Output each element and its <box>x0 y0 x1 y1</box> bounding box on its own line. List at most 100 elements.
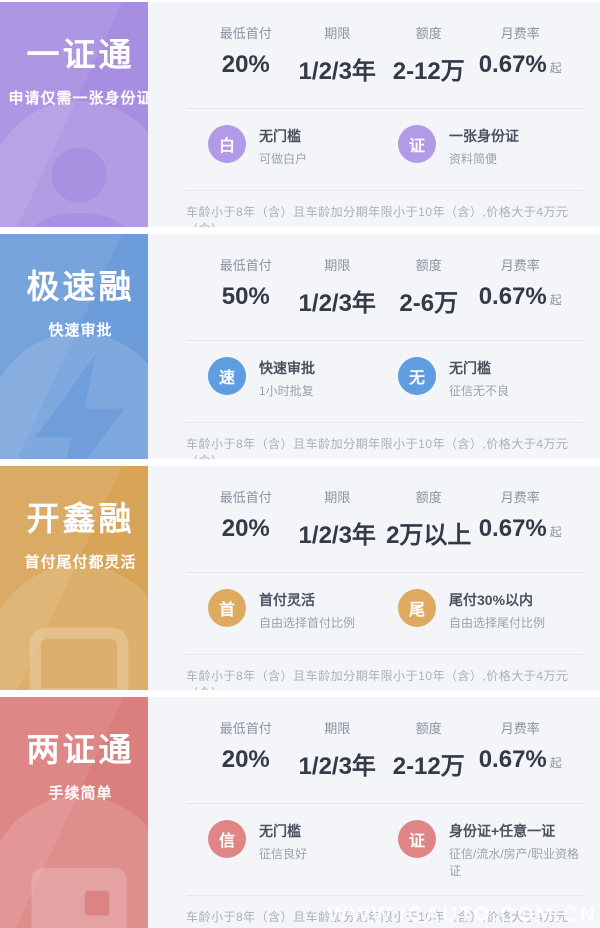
stat-label: 额度 <box>415 721 442 736</box>
divider <box>186 340 583 341</box>
stat-value: 0.67% 起 <box>478 51 562 78</box>
stat-label: 额度 <box>415 26 442 41</box>
feature-title: 无门槛 <box>259 128 301 144</box>
idcard-icon <box>0 792 161 928</box>
stat-label: 月费率 <box>500 490 540 505</box>
stats-row: 最低首付 20% 期限 1/2/3年 额度 2万以上 月费率 0.67% 起 <box>148 466 600 550</box>
site-watermark: WWW.ICAUTO.COM.CN <box>327 903 597 926</box>
stat-term: 期限 1/2/3年 <box>292 255 384 318</box>
product-panel: 一证通 申请仅需一张身份证 <box>0 2 161 227</box>
stat-label: 期限 <box>324 26 351 41</box>
feature-title: 尾付30%以内 <box>449 592 534 608</box>
feature-item: 证 一张身份证 资料简便 <box>398 125 588 168</box>
product-details: 最低首付 20% 期限 1/2/3年 额度 2-12万 月费率 0.67% 起 信… <box>148 697 600 928</box>
feature-item: 证 身份证+任意一证 征信/流水/房产/职业资格证 <box>398 820 588 881</box>
stat-label: 期限 <box>324 258 351 273</box>
product-title: 开鑫融 <box>26 500 135 537</box>
stat-value: 2-12万 <box>392 58 465 85</box>
stat-label: 最低首付 <box>219 258 272 273</box>
eligibility-note: 车龄小于8年（含）且车龄加分期年限小于10年（含）,价格大于4万元（含） <box>186 909 569 928</box>
stat-label: 额度 <box>415 258 442 273</box>
stat-label: 期限 <box>324 490 351 505</box>
stat-value: 2万以上 <box>386 522 472 549</box>
stat-value: 1/2/3年 <box>298 290 376 317</box>
product-panel: 极速融 快速审批 <box>0 234 161 459</box>
feature-item: 信 无门槛 征信良好 <box>208 820 398 881</box>
stat-rate: 月费率 0.67% 起 <box>475 23 567 86</box>
divider <box>186 894 583 896</box>
product-card[interactable]: 一证通 申请仅需一张身份证 最低首付 20% 期限 1/2/3年 额度 2-12… <box>0 2 600 227</box>
feature-desc: 征信/流水/房产/职业资格证 <box>449 847 580 879</box>
stat-value: 0.67% 起 <box>478 746 562 773</box>
stat-amount: 额度 2-12万 <box>383 23 475 86</box>
stat-label: 期限 <box>324 721 351 736</box>
stat-label: 最低首付 <box>219 26 272 41</box>
rate-suffix: 起 <box>549 61 562 75</box>
divider <box>186 190 583 192</box>
stat-term: 期限 1/2/3年 <box>292 487 384 550</box>
feature-desc: 征信无不良 <box>449 384 510 398</box>
product-title: 极速融 <box>26 268 135 305</box>
stat-label: 最低首付 <box>219 490 272 505</box>
user-icon <box>0 97 161 227</box>
product-card[interactable]: 极速融 快速审批 最低首付 50% 期限 1/2/3年 额度 2-6万 月费率 … <box>0 234 600 459</box>
feature-badge: 尾 <box>398 589 436 627</box>
features-row: 首 首付灵活 自由选择首付比例 尾 尾付30%以内 自由选择尾付比例 <box>148 573 600 632</box>
feature-desc: 自由选择首付比例 <box>259 616 356 630</box>
stat-downpayment: 最低首付 20% <box>200 23 292 86</box>
product-title: 两证通 <box>26 731 135 768</box>
product-card[interactable]: 开鑫融 首付尾付都灵活 最低首付 20% 期限 1/2/3年 额度 2万以上 月… <box>0 466 600 690</box>
product-subtitle: 快速审批 <box>48 322 113 339</box>
divider <box>186 803 583 804</box>
stat-amount: 额度 2-12万 <box>383 718 475 781</box>
stat-label: 月费率 <box>500 258 540 273</box>
eligibility-note: 车龄小于8年（含）且车龄加分期年限小于10年（含）,价格大于4万元（含） <box>186 205 569 227</box>
stat-value: 20% <box>221 746 270 773</box>
stat-value: 1/2/3年 <box>298 522 376 549</box>
stat-label: 额度 <box>415 490 442 505</box>
feature-item: 尾 尾付30%以内 自由选择尾付比例 <box>398 589 588 632</box>
product-subtitle: 手续简单 <box>48 785 113 802</box>
features-row: 速 快速审批 1小时批复 无 无门槛 征信无不良 <box>148 341 600 400</box>
eligibility-note: 车龄小于8年（含）且车龄加分期年限小于10年（含）,价格大于4万元（含） <box>186 437 569 459</box>
feature-desc: 资料简便 <box>449 152 498 166</box>
stat-downpayment: 最低首付 20% <box>200 487 292 550</box>
rate-suffix: 起 <box>549 756 562 770</box>
stat-value: 2-6万 <box>399 290 459 317</box>
product-panel: 两证通 手续简单 <box>0 697 161 928</box>
stat-amount: 额度 2-6万 <box>383 255 475 318</box>
stats-row: 最低首付 50% 期限 1/2/3年 额度 2-6万 月费率 0.67% 起 <box>148 234 600 318</box>
feature-title: 首付灵活 <box>259 592 315 608</box>
stat-value: 0.67% 起 <box>478 515 562 542</box>
product-subtitle: 首付尾付都灵活 <box>24 554 137 571</box>
features-row: 信 无门槛 征信良好 证 身份证+任意一证 征信/流水/房产/职业资格证 <box>148 804 600 881</box>
rate-suffix: 起 <box>549 293 562 307</box>
bank-icon <box>0 561 161 690</box>
stat-value: 50% <box>221 283 270 310</box>
stats-row: 最低首付 20% 期限 1/2/3年 额度 2-12万 月费率 0.67% 起 <box>148 2 600 86</box>
stats-row: 最低首付 20% 期限 1/2/3年 额度 2-12万 月费率 0.67% 起 <box>148 697 600 781</box>
divider <box>186 572 583 573</box>
feature-badge: 速 <box>208 357 246 395</box>
stat-label: 最低首付 <box>219 721 272 736</box>
feature-desc: 可做白户 <box>259 152 308 166</box>
feature-desc: 征信良好 <box>259 847 308 861</box>
feature-badge: 证 <box>398 820 436 858</box>
feature-title: 身份证+任意一证 <box>449 823 556 839</box>
rate-suffix: 起 <box>549 525 562 539</box>
feature-badge: 白 <box>208 125 246 163</box>
stat-label: 月费率 <box>500 721 540 736</box>
stat-downpayment: 最低首付 50% <box>200 255 292 318</box>
feature-badge: 信 <box>208 820 246 858</box>
stat-term: 期限 1/2/3年 <box>292 23 384 86</box>
product-panel: 开鑫融 首付尾付都灵活 <box>0 466 161 690</box>
product-card[interactable]: 两证通 手续简单 最低首付 20% 期限 1/2/3年 额度 2-12万 月费率… <box>0 697 600 928</box>
feature-badge: 证 <box>398 125 436 163</box>
stat-value: 20% <box>221 515 270 542</box>
divider <box>186 422 583 424</box>
divider <box>186 654 583 656</box>
stat-rate: 月费率 0.67% 起 <box>475 487 567 550</box>
product-details: 最低首付 20% 期限 1/2/3年 额度 2万以上 月费率 0.67% 起 首 … <box>148 466 600 690</box>
stat-value: 1/2/3年 <box>298 753 376 780</box>
stat-rate: 月费率 0.67% 起 <box>475 718 567 781</box>
